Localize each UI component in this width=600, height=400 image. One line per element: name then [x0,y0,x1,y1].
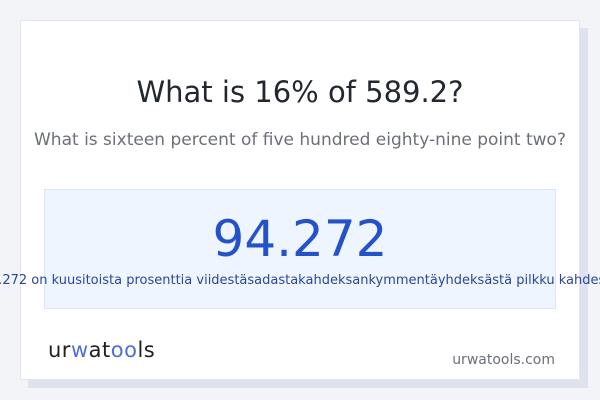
result-box [44,189,556,309]
site-link[interactable]: urwatools.com [452,352,555,368]
urwatools-logo[interactable]: urwatools [48,338,156,362]
result-value: 94.272 [212,210,388,268]
page-subtitle: What is sixteen percent of five hundred … [34,130,566,150]
result-in-words: 94.272 on kuusitoista prosenttia viidest… [0,273,600,288]
page-title: What is 16% of 589.2? [136,75,464,109]
